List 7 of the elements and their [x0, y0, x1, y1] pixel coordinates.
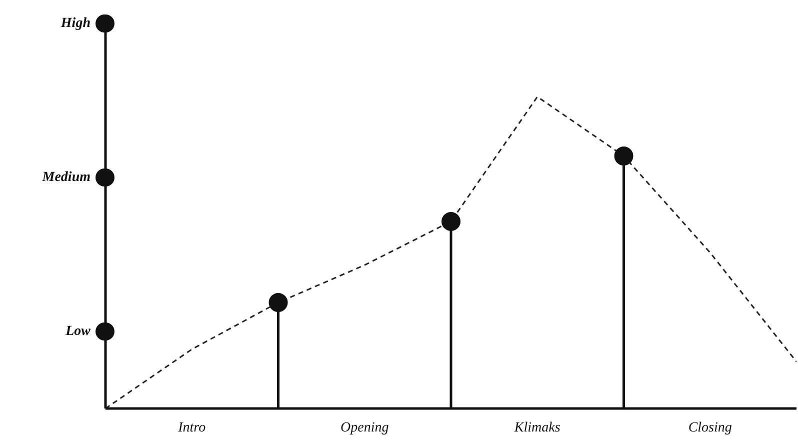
text: High: [60, 16, 91, 31]
text: Medium: [41, 170, 91, 185]
x-tick-label: Intro: [177, 420, 206, 436]
x-tick-label: Opening: [340, 420, 389, 436]
x-tick-label: Closing: [688, 420, 732, 436]
x-tick-label: Klimaks: [513, 420, 561, 436]
text: Low: [64, 324, 92, 339]
